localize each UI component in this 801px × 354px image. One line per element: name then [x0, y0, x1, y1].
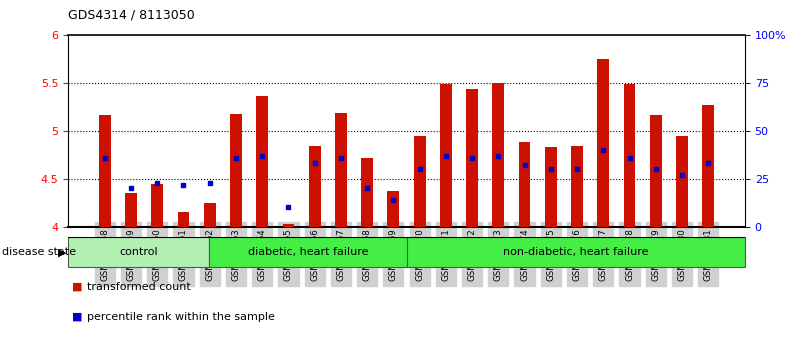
Bar: [571, 146, 583, 227]
Text: disease state: disease state: [2, 247, 77, 257]
Text: diabetic, heart failure: diabetic, heart failure: [248, 247, 368, 257]
Bar: [178, 212, 189, 227]
Bar: [676, 136, 688, 227]
Text: ■: ■: [72, 312, 83, 322]
Bar: [624, 84, 635, 227]
Bar: [440, 84, 452, 227]
Bar: [125, 193, 137, 227]
Bar: [361, 158, 373, 227]
Bar: [519, 142, 530, 227]
Text: percentile rank within the sample: percentile rank within the sample: [87, 312, 275, 322]
Bar: [203, 202, 215, 227]
Bar: [308, 146, 320, 227]
Bar: [545, 147, 557, 227]
Text: control: control: [119, 247, 158, 257]
Bar: [466, 89, 478, 227]
Bar: [99, 115, 111, 227]
Bar: [335, 113, 347, 227]
Bar: [414, 136, 425, 227]
Bar: [209, 237, 406, 267]
Bar: [493, 83, 505, 227]
Bar: [230, 114, 242, 227]
Bar: [388, 191, 399, 227]
Bar: [151, 183, 163, 227]
Bar: [650, 115, 662, 227]
Bar: [702, 105, 714, 227]
Bar: [406, 237, 745, 267]
Text: ■: ■: [72, 282, 83, 292]
Text: GDS4314 / 8113050: GDS4314 / 8113050: [68, 9, 195, 22]
Text: non-diabetic, heart failure: non-diabetic, heart failure: [503, 247, 649, 257]
Bar: [256, 96, 268, 227]
Bar: [68, 237, 209, 267]
Bar: [283, 224, 294, 227]
Bar: [598, 59, 610, 227]
Text: transformed count: transformed count: [87, 282, 191, 292]
Text: ▶: ▶: [58, 247, 66, 257]
